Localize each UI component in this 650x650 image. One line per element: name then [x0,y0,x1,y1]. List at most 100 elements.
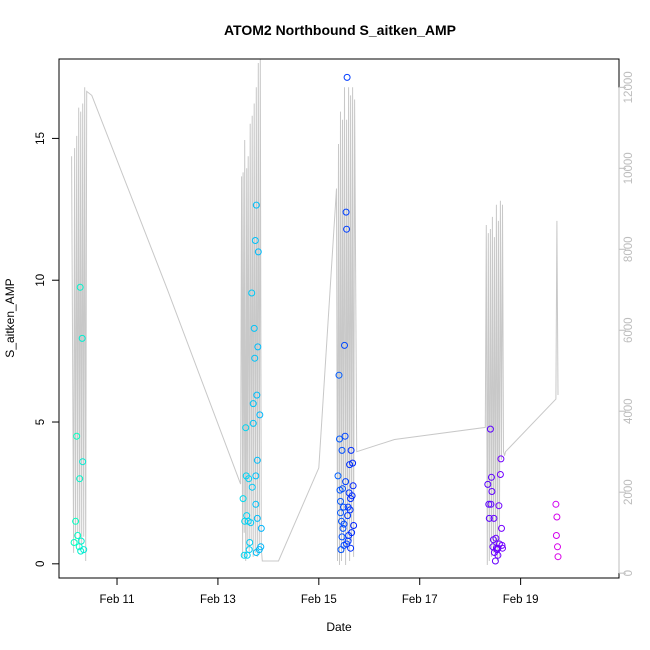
data-point-3 [74,532,82,539]
data-point-97 [495,502,503,510]
x-tick-label: Feb 13 [200,594,236,606]
data-point-76 [340,520,348,528]
x-axis-label: Date [326,620,352,634]
x-axis: Feb 11 Feb 13 Feb 15 Feb 17 Feb 19 [100,577,539,606]
data-point-99 [496,471,504,478]
right-y-tick-label: 2000 [623,479,635,505]
data-point-5 [76,475,84,483]
data-point-96 [494,551,502,559]
data-point-27 [251,354,259,362]
data-point-48 [337,509,344,517]
points-layer [70,73,562,565]
data-point-86 [487,473,495,481]
data-point-108 [554,543,561,551]
data-point-104 [494,544,502,552]
data-point-90 [490,514,498,522]
data-point-100 [497,455,505,463]
data-point-80 [347,544,355,552]
data-point-45 [335,371,343,379]
data-point-105 [552,500,560,508]
data-point-21 [245,546,253,554]
data-point-40 [249,419,257,427]
trace-layer [71,58,559,566]
data-point-1 [72,517,80,525]
data-point-0 [70,539,78,546]
data-point-101 [498,524,505,532]
x-tick-label: Feb 15 [301,594,337,606]
data-point-26 [250,324,258,332]
data-point-78 [337,497,344,505]
data-point-103 [499,544,506,552]
data-point-34 [254,248,262,256]
data-point-71 [348,492,356,500]
data-point-60 [343,225,351,233]
data-point-12 [239,495,247,503]
data-point-32 [253,456,261,464]
y-axis-label: S_aitken_AMP [3,278,17,357]
x-tick-label: Feb 19 [503,594,539,606]
data-point-44 [334,472,342,480]
data-point-37 [257,543,265,551]
y-axis: 0 5 10 15 [35,132,60,567]
data-point-79 [343,540,351,548]
data-point-13 [240,551,248,559]
right-y-axis: 0 2000 4000 6000 8000 10000 12000 [618,71,635,576]
data-point-83 [485,514,493,522]
data-point-52 [339,485,346,493]
data-point-25 [249,400,257,408]
data-point-46 [336,435,343,443]
y-tick-label: 0 [35,561,47,567]
data-point-33 [254,343,262,351]
data-point-62 [344,512,352,520]
data-point-70 [348,529,356,537]
right-y-tick-label: 4000 [623,398,635,424]
data-point-72 [349,459,357,467]
data-point-20 [245,475,253,483]
data-point-29 [252,472,260,480]
chart-title: ATOM2 Northbound S_aitken_AMP [224,22,456,38]
data-point-42 [253,514,261,522]
data-point-61 [343,73,351,81]
data-point-30 [252,201,260,209]
data-point-36 [256,411,264,419]
data-point-56 [341,341,348,349]
data-point-8 [77,537,85,545]
data-point-73 [349,482,357,490]
data-point-69 [347,446,355,454]
data-point-31 [253,391,261,399]
data-point-57 [341,432,349,440]
data-point-58 [342,478,350,486]
right-y-tick-label: 12000 [623,71,635,103]
data-point-75 [344,503,352,511]
data-point-9 [78,334,86,342]
y-tick-label: 5 [35,419,47,425]
data-point-77 [338,533,346,541]
data-point-85 [487,500,495,508]
data-point-38 [257,524,265,532]
x-tick-label: Feb 17 [402,594,438,606]
data-point-23 [248,289,256,297]
data-point-74 [350,522,358,529]
data-point-6 [76,283,84,291]
data-point-84 [486,425,494,433]
data-point-41 [246,539,254,546]
data-point-109 [554,553,562,561]
data-point-107 [553,513,561,521]
data-point-43 [252,549,260,556]
y-tick-label: 15 [35,132,47,145]
data-point-54 [340,503,347,511]
data-point-92 [491,557,499,565]
data-point-2 [73,432,81,440]
data-point-82 [485,500,493,508]
trace-line [71,58,559,566]
x-tick-label: Feb 11 [100,594,135,606]
data-point-93 [492,534,500,542]
data-point-59 [342,208,350,216]
data-point-106 [552,532,560,539]
right-y-tick-label: 10000 [623,152,635,184]
data-point-51 [338,446,346,454]
data-point-10 [79,458,87,466]
data-point-24 [248,483,256,491]
data-point-11 [80,546,88,554]
